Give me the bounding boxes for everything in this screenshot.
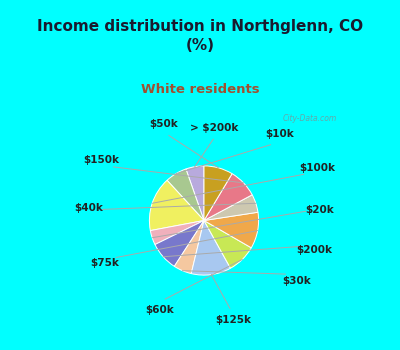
Text: $100k: $100k [299, 163, 335, 173]
Text: $10k: $10k [265, 130, 294, 139]
Text: City-Data.com: City-Data.com [283, 114, 337, 123]
Text: > $200k: > $200k [190, 123, 239, 133]
Wedge shape [204, 195, 258, 220]
Wedge shape [150, 180, 204, 231]
Wedge shape [150, 220, 204, 245]
Wedge shape [204, 212, 258, 248]
Wedge shape [204, 166, 232, 220]
Text: $30k: $30k [282, 276, 311, 286]
Text: $200k: $200k [296, 245, 332, 255]
Wedge shape [186, 166, 204, 220]
Wedge shape [204, 174, 252, 220]
Wedge shape [167, 169, 204, 220]
Wedge shape [204, 220, 251, 268]
Text: $125k: $125k [215, 315, 251, 325]
Text: $150k: $150k [83, 155, 119, 164]
Text: White residents: White residents [141, 83, 259, 96]
Text: $40k: $40k [74, 203, 103, 213]
Text: $50k: $50k [150, 119, 178, 129]
Text: Income distribution in Northglenn, CO
(%): Income distribution in Northglenn, CO (%… [37, 19, 363, 52]
Text: $20k: $20k [305, 205, 334, 215]
Text: $75k: $75k [90, 258, 119, 267]
Wedge shape [155, 220, 204, 266]
Wedge shape [174, 220, 204, 274]
Text: $60k: $60k [146, 305, 174, 315]
Wedge shape [191, 220, 230, 275]
